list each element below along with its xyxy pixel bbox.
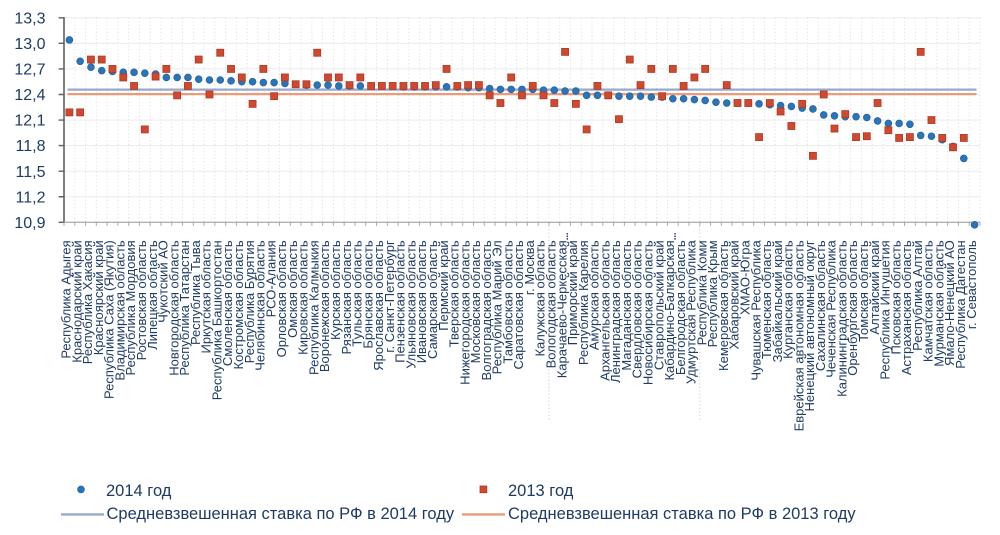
svg-text:Тюменская область: Тюменская область — [759, 240, 774, 359]
svg-text:Нижегородская область: Нижегородская область — [457, 240, 472, 385]
svg-text:2013 год: 2013 год — [508, 482, 574, 500]
svg-text:Ярославская область: Ярославская область — [371, 240, 386, 371]
svg-text:Средневзвешенная ставка по РФ: Средневзвешенная ставка по РФ в 2013 год… — [508, 505, 856, 523]
svg-text:Иркутская область: Иркутская область — [199, 240, 214, 353]
svg-text:Республика Бурятия: Республика Бурятия — [242, 240, 257, 363]
svg-text:Томская область: Томская область — [856, 240, 871, 342]
svg-text:2014 год: 2014 год — [106, 482, 172, 500]
svg-text:Приморский край: Приморский край — [565, 240, 580, 345]
svg-text:Рязанская область: Рязанская область — [339, 240, 354, 354]
svg-text:Саратовская область: Саратовская область — [511, 240, 526, 369]
svg-text:Чувашская Республика: Чувашская Республика — [748, 240, 763, 381]
svg-text:Хабаровский край: Хабаровский край — [727, 240, 742, 349]
svg-text:Псковская область: Псковская область — [888, 240, 903, 354]
svg-text:13,3: 13,3 — [14, 10, 45, 27]
svg-text:Ненецкий автономный округ: Ненецкий автономный округ — [802, 240, 817, 411]
svg-text:Воронежская область: Воронежская область — [317, 240, 332, 372]
svg-text:Краснодарский край: Краснодарский край — [69, 240, 84, 362]
svg-text:Республика Крым: Республика Крым — [705, 240, 720, 347]
svg-text:Вологодская область: Вологодская область — [544, 240, 559, 368]
svg-text:Удмуртская Республика: Удмуртская Республика — [684, 240, 699, 385]
svg-text:РСО-Алания: РСО-Алания — [263, 240, 278, 317]
svg-text:Республика Хакасия: Республика Хакасия — [80, 240, 95, 364]
svg-text:11,2: 11,2 — [16, 189, 46, 206]
svg-text:11,8: 11,8 — [16, 138, 46, 155]
svg-text:Тамбовская область: Тамбовская область — [500, 240, 515, 364]
svg-text:Магаданская область: Магаданская область — [619, 240, 634, 371]
svg-text:Карачаево-Черкесская: Карачаево-Черкесская — [554, 240, 569, 378]
svg-text:Челябинская область: Челябинская область — [253, 240, 268, 371]
svg-text:Республика Коми: Республика Коми — [694, 240, 709, 345]
svg-text:Камчатская область: Камчатская область — [921, 240, 936, 362]
svg-text:Курская область: Курская область — [328, 240, 343, 340]
svg-text:Республика Алтай: Республика Алтай — [910, 240, 925, 351]
svg-text:13,0: 13,0 — [14, 36, 45, 53]
svg-text:Еврейская автономная область: Еврейская автономная область — [791, 240, 806, 431]
svg-text:Ростовская область: Ростовская область — [134, 240, 149, 360]
svg-text:Костромская область: Костромская область — [231, 240, 246, 369]
svg-text:Брянская область: Брянская область — [360, 240, 375, 349]
svg-text:Ульяновская область: Ульяновская область — [403, 240, 418, 369]
svg-text:г. Санкт-Петербург: г. Санкт-Петербург — [382, 240, 397, 353]
svg-text:Алтайский край: Алтайский край — [867, 240, 882, 334]
svg-text:Липецкая область: Липецкая область — [145, 240, 160, 350]
svg-text:Республика Саха (Якутия): Республика Саха (Якутия) — [102, 240, 117, 399]
svg-text:Ивановская область: Ивановская область — [414, 240, 429, 363]
svg-text:Владимирская область: Владимирская область — [112, 240, 127, 380]
svg-text:Мурманская область: Мурманская область — [931, 240, 946, 367]
svg-text:Чукотский АО: Чукотский АО — [156, 240, 171, 323]
svg-text:Средневзвешенная ставка по РФ: Средневзвешенная ставка по РФ в 2014 год… — [107, 505, 455, 523]
svg-text:Пермский край: Пермский край — [436, 240, 451, 330]
svg-text:Республика Дагестан: Республика Дагестан — [953, 240, 968, 368]
svg-text:11,5: 11,5 — [16, 164, 46, 181]
svg-text:Кемеровская область: Кемеровская область — [716, 240, 731, 371]
svg-text:12,4: 12,4 — [14, 87, 45, 104]
svg-text:12,7: 12,7 — [14, 62, 45, 79]
svg-text:Кировская область: Кировская область — [296, 240, 311, 355]
svg-text:Кабардино-Балкарская: Кабардино-Балкарская — [662, 240, 677, 380]
svg-text:Белгородская область: Белгородская область — [673, 240, 688, 375]
svg-text:10,9: 10,9 — [14, 215, 45, 232]
svg-text:Тульская область: Тульская область — [350, 240, 365, 346]
svg-text:Тверская область: Тверская область — [447, 240, 462, 347]
svg-text:Республика Мордовия: Республика Мордовия — [123, 240, 138, 375]
svg-text:ХМАО-Югра: ХМАО-Югра — [737, 240, 752, 315]
svg-text:Республика Ингушетия: Республика Ингушетия — [878, 240, 893, 379]
svg-text:Оренбургская область: Оренбургская область — [845, 240, 860, 376]
svg-text:12,1: 12,1 — [14, 113, 45, 130]
svg-text:Калининградская область: Калининградская область — [834, 240, 849, 397]
svg-text:Республика Адыгея: Республика Адыгея — [59, 240, 74, 358]
svg-text:г. Москва: г. Москва — [522, 240, 537, 296]
svg-text:Калужская область: Калужская область — [533, 240, 548, 356]
svg-text:Волгоградская область: Волгоградская область — [479, 240, 494, 380]
svg-text:Новосибирская область: Новосибирская область — [640, 240, 655, 385]
svg-text:Красноярский край: Красноярский край — [91, 240, 106, 355]
svg-text:Республика Башкортостан: Республика Башкортостан — [209, 240, 224, 400]
svg-text:Ямало-Ненецкий АО: Ямало-Ненецкий АО — [942, 240, 957, 366]
svg-text:Орловская область: Орловская область — [274, 240, 289, 357]
svg-text:Новгородская область: Новгородская область — [166, 240, 181, 376]
svg-text:Чеченская Республика: Чеченская Республика — [824, 240, 839, 378]
svg-text:Московская область: Московская область — [468, 240, 483, 363]
svg-text:Забайкальский край: Забайкальский край — [770, 240, 785, 362]
svg-text:Ставропольский край: Ставропольский край — [651, 240, 666, 370]
svg-text:г. Севастополь: г. Севастополь — [964, 240, 979, 329]
svg-text:Астраханская область: Астраханская область — [899, 240, 914, 375]
svg-text:Республика Калмыкия: Республика Калмыкия — [306, 240, 321, 375]
svg-text:Республика Марий Эл: Республика Марий Эл — [490, 240, 505, 374]
svg-text:Республика Тыва: Республика Тыва — [188, 240, 203, 346]
svg-text:Свердловская область: Свердловская область — [630, 240, 645, 378]
svg-text:Омская область: Омская область — [285, 240, 300, 338]
svg-text:Архангельская область: Архангельская область — [597, 240, 612, 381]
svg-text:Амурская область: Амурская область — [587, 240, 602, 350]
svg-text:Сахалинская область: Сахалинская область — [813, 240, 828, 371]
svg-text:Республика Татарстан: Республика Татарстан — [177, 240, 192, 375]
svg-text:Республика Карелия: Республика Карелия — [576, 240, 591, 365]
svg-text:Самарская область: Самарская область — [425, 240, 440, 359]
svg-text:Ленинградская область: Ленинградская область — [608, 240, 623, 383]
svg-text:Смоленская область: Смоленская область — [220, 240, 235, 366]
svg-text:Курганская область: Курганская область — [781, 240, 796, 359]
svg-text:Пензенская область: Пензенская область — [393, 240, 408, 363]
